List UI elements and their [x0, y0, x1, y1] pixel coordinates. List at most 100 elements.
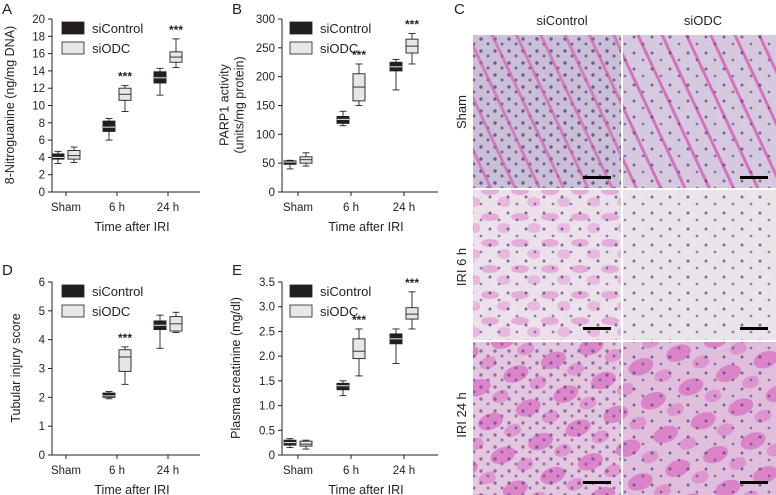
legend-swatch — [289, 304, 313, 318]
box-siodc — [299, 440, 313, 447]
panel-e: E 0 0.5 1.0 1.5 2.0 2.5 3.0 3.5 Sham 6 h 24 h Time … — [229, 262, 438, 495]
x-tick-label: Sham — [51, 202, 81, 214]
row-label-iri-24h: IRI 24 h — [454, 392, 469, 438]
x-tick-label: 24 h — [393, 202, 415, 214]
x-tick-label: 6 h — [343, 202, 359, 214]
x-axis-label: Time after IRI — [94, 483, 169, 495]
y-tick-label: 150 — [256, 101, 275, 113]
y-tick-label: 4 — [39, 335, 46, 347]
significance-marker: *** — [352, 313, 366, 327]
y-tick-label: 2.5 — [259, 326, 275, 338]
box-sicontrol — [51, 153, 65, 160]
box-siodc — [352, 338, 366, 360]
significance-marker: *** — [405, 17, 419, 31]
box-siodc — [67, 150, 81, 160]
box-sicontrol — [336, 116, 350, 124]
y-axis-label: (units/mg protein) — [233, 56, 247, 153]
x-tick-label: Sham — [283, 465, 313, 477]
y-tick-label: 20 — [32, 14, 45, 26]
y-tick-label: 0 — [269, 450, 275, 462]
box-siodc — [405, 307, 419, 320]
micrograph-iri6h-sicontrol — [473, 190, 621, 340]
panel-label-c: C — [454, 1, 465, 18]
y-tick-label: 5 — [39, 306, 45, 318]
legend-swatch — [61, 21, 85, 35]
box-sicontrol — [336, 382, 350, 391]
y-tick-label: 0 — [39, 450, 45, 462]
y-axis-label: PARP1 activity — [218, 63, 232, 145]
y-tick-label: 1.0 — [259, 401, 275, 413]
x-tick-label: 24 h — [157, 202, 179, 214]
y-tick-label: 0 — [39, 187, 45, 199]
significance-marker: *** — [118, 70, 132, 84]
x-axis-label: Time after IRI — [94, 220, 169, 234]
x-tick-label: Sham — [283, 202, 313, 214]
y-tick-label: 2.0 — [259, 351, 275, 363]
y-tick-label: 2 — [39, 392, 45, 404]
panel-a: A 0 2 4 6 8 10 12 14 16 18 20 Sham 6 h 24 h Time after… — [2, 1, 200, 234]
significance-marker: *** — [352, 48, 366, 62]
y-tick-label: 250 — [256, 43, 275, 55]
y-tick-label: 50 — [262, 158, 275, 170]
box-sicontrol — [283, 160, 297, 165]
panel-label-b: B — [232, 1, 242, 18]
y-tick-label: 300 — [256, 14, 275, 26]
box-sicontrol — [102, 392, 116, 398]
y-tick-label: 10 — [32, 101, 45, 113]
x-tick-label: 6 h — [109, 465, 125, 477]
box-siodc — [118, 349, 132, 372]
x-tick-label: 24 h — [157, 465, 179, 477]
y-tick-label: 16 — [32, 49, 45, 61]
legend-entry: siControl — [92, 284, 143, 299]
legend-entry: siODC — [92, 304, 130, 319]
scale-bar — [740, 327, 768, 330]
legend-entry: siControl — [92, 21, 143, 36]
x-tick-label: 24 h — [393, 465, 415, 477]
y-tick-label: 1.5 — [259, 376, 275, 388]
panel-d: D 0 1 2 3 4 5 6 Sham 6 h 24 h Time after IRI Tubula… — [2, 262, 200, 495]
histology-panel: C siControl siODC Sham IRI 6 h IRI 24 h — [454, 1, 776, 495]
y-tick-label: 3 — [39, 364, 45, 376]
panel-label-a: A — [2, 1, 12, 18]
x-axis-label: Time after IRI — [328, 483, 403, 495]
micrograph-iri24h-siodc — [623, 342, 776, 495]
y-tick-label: 0.5 — [259, 425, 275, 437]
legend-entry: siODC — [320, 304, 358, 319]
significance-marker: *** — [118, 331, 132, 345]
legend-entry: siControl — [320, 21, 371, 36]
scale-bar — [583, 481, 611, 484]
x-tick-label: 6 h — [343, 465, 359, 477]
micrograph-sham-siodc — [623, 35, 776, 188]
y-tick-label: 4 — [39, 152, 46, 164]
legend-swatch — [61, 41, 85, 55]
panel-label-d: D — [2, 262, 13, 279]
micrograph-iri24h-sicontrol — [473, 342, 621, 495]
y-tick-label: 12 — [32, 83, 45, 95]
y-tick-label: 6 — [39, 135, 45, 147]
scale-bar — [583, 176, 611, 179]
legend-swatch — [61, 284, 85, 298]
panel-b: B 0 50 100 150 200 250 300 Sham 6 h 24 h Time afte… — [218, 1, 438, 234]
y-axis-label: 8-Nitroguanine (ng/mg DNA) — [3, 26, 17, 184]
legend-swatch — [61, 304, 85, 318]
y-tick-label: 3.5 — [259, 277, 275, 289]
scale-bar — [740, 176, 768, 179]
legend-entry: siODC — [320, 41, 358, 56]
x-tick-label: Sham — [51, 465, 81, 477]
y-tick-label: 14 — [32, 66, 45, 78]
y-tick-label: 2 — [39, 170, 45, 182]
column-label-sicontrol: siControl — [536, 13, 587, 28]
x-tick-label: 6 h — [109, 202, 125, 214]
y-tick-label: 3.0 — [259, 302, 275, 314]
y-tick-label: 200 — [256, 72, 275, 84]
legend-swatch — [289, 41, 313, 55]
y-tick-label: 6 — [39, 277, 45, 289]
significance-marker: *** — [405, 276, 419, 290]
y-tick-label: 18 — [32, 31, 45, 43]
significance-marker: *** — [169, 23, 183, 37]
micrograph-iri6h-siodc — [623, 190, 776, 340]
x-axis-label: Time after IRI — [328, 220, 403, 234]
column-label-siodc: siODC — [684, 13, 722, 28]
row-label-sham: Sham — [454, 95, 469, 129]
